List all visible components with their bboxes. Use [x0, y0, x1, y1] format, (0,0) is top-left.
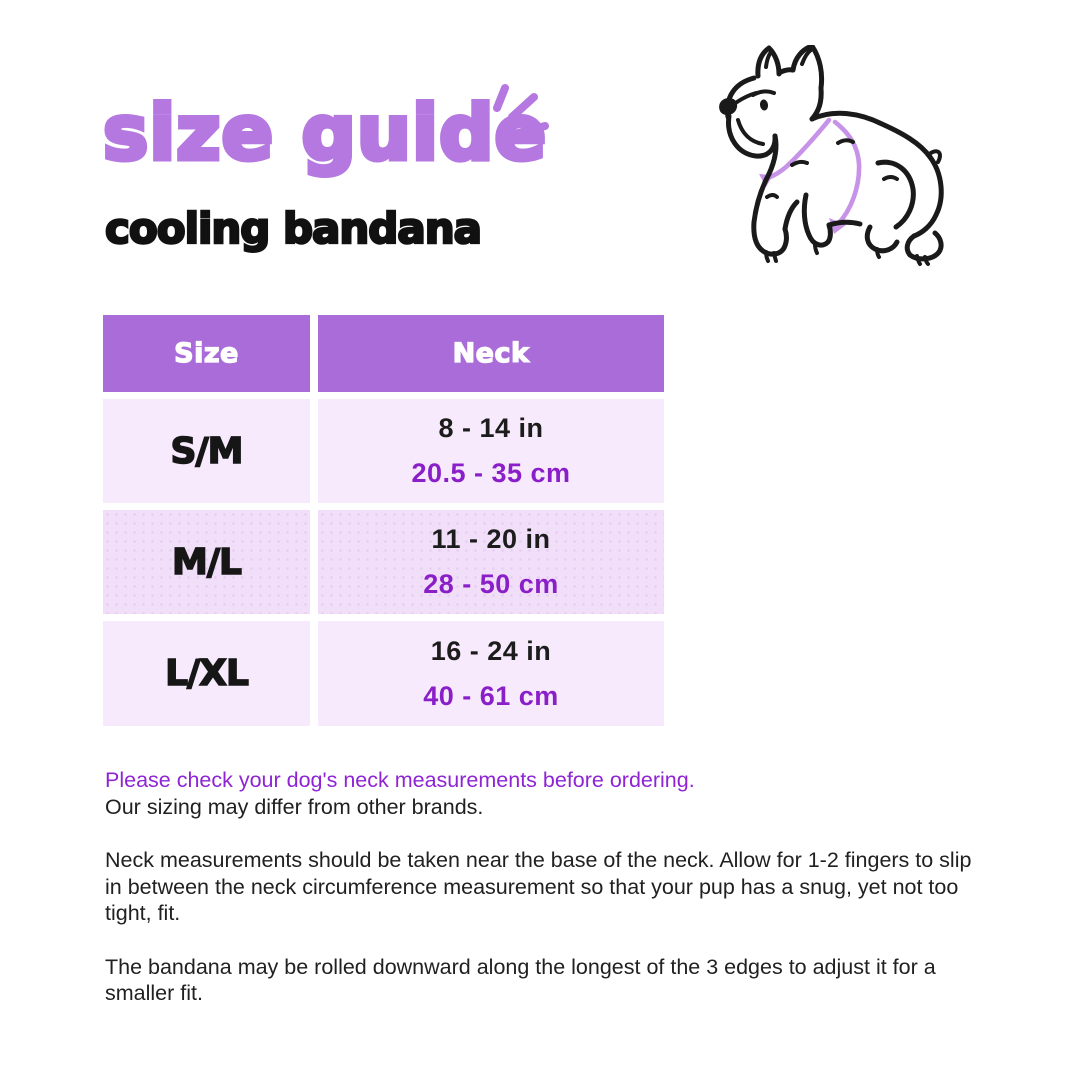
neck-inches-value: 11 - 20 in: [431, 524, 551, 554]
note-check-measurements: Please check your dog's neck measurement…: [105, 768, 695, 792]
note-sizing-differs: Our sizing may differ from other brands.: [105, 794, 484, 819]
sizing-notes: Please check your dog's neck measurement…: [105, 767, 983, 1007]
table-row-lxl-size-cell: L/XL: [103, 621, 310, 726]
size-value: M/L: [171, 541, 243, 584]
page-title: size guide: [100, 86, 548, 180]
product-name: cooling bandana: [104, 203, 483, 255]
note-measurement-instructions: Neck measurements should be taken near t…: [105, 848, 972, 925]
table-row-sm-neck-cell: 8 - 14 in 20.5 - 35 cm: [318, 399, 664, 503]
neck-inches-value: 16 - 24 in: [430, 635, 552, 666]
french-bulldog-neck-measurement-illustration: [719, 45, 944, 266]
column-header-neck-label: Neck: [452, 337, 530, 369]
table-row-sm-size-cell: S/M: [103, 399, 310, 503]
neck-cm-value: 28 - 50 cm: [423, 569, 559, 599]
size-value: S/M: [170, 430, 245, 473]
size-value: L/XL: [164, 652, 249, 695]
sparkle-accent-icon: [493, 84, 549, 137]
neck-inches-value: 8 - 14 in: [438, 413, 544, 443]
table-row-ml-neck-cell: 11 - 20 in 28 - 50 cm: [318, 510, 664, 614]
column-header-size-label: Size: [173, 337, 239, 369]
column-header-size: Size: [103, 315, 310, 392]
table-row-ml-size-cell: M/L: [103, 510, 310, 614]
note-roll-adjustment: The bandana may be rolled downward along…: [105, 954, 936, 1006]
table-row-lxl-neck-cell: 16 - 24 in 40 - 61 cm: [318, 621, 664, 726]
column-header-neck: Neck: [318, 315, 664, 392]
neck-cm-value: 40 - 61 cm: [423, 680, 559, 711]
neck-cm-value: 20.5 - 35 cm: [411, 458, 571, 488]
size-table: Size Neck S/M 8 - 14 in 20.5 - 35 cm M/L…: [103, 315, 664, 726]
